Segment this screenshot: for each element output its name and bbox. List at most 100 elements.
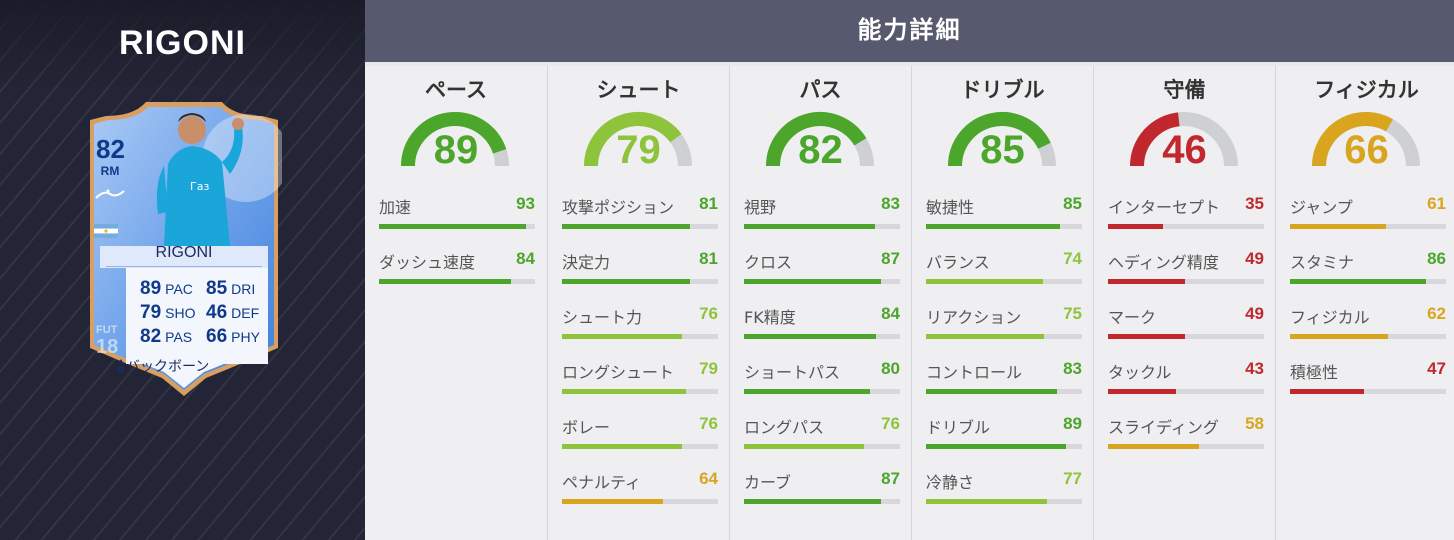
gauge-fill bbox=[584, 112, 682, 167]
stat-label: ドリブル bbox=[926, 418, 991, 437]
stat-label: ショートパス bbox=[744, 363, 841, 382]
stat-row: 加速 93 bbox=[379, 194, 535, 246]
stat-value: 79 bbox=[699, 359, 718, 378]
stat-bar-track bbox=[562, 444, 718, 449]
stat-label: インターセプト bbox=[1108, 198, 1221, 217]
stat-bar-fill bbox=[926, 334, 1045, 339]
stat-label: クロス bbox=[744, 253, 793, 272]
category-value: 66 bbox=[1344, 128, 1389, 172]
club-badge-icon bbox=[95, 189, 125, 199]
stat-label: FK精度 bbox=[744, 308, 796, 327]
stat-value: 64 bbox=[699, 469, 718, 488]
category-title: パス bbox=[799, 78, 842, 102]
stat-bar-fill bbox=[926, 499, 1048, 504]
stat-row: バランス 74 bbox=[926, 249, 1082, 301]
stat-value: 76 bbox=[699, 414, 718, 433]
stat-value: 93 bbox=[516, 194, 535, 213]
stat-row: マーク 49 bbox=[1108, 304, 1264, 356]
stat-bar-track bbox=[744, 279, 900, 284]
stat-label: マーク bbox=[1108, 308, 1157, 327]
stat-row: ジャンプ 61 bbox=[1290, 194, 1446, 246]
chemistry-style-icon bbox=[117, 359, 125, 373]
stat-label: 冷静さ bbox=[926, 473, 975, 492]
fut-year: 18 bbox=[96, 336, 119, 358]
stat-label: カーブ bbox=[744, 473, 792, 492]
stat-bar-track bbox=[926, 224, 1082, 229]
stat-row: シュート力 76 bbox=[562, 304, 718, 356]
stat-value: 83 bbox=[881, 194, 900, 213]
category-column: 守備 46 インターセプト 35 ヘディング精度 49 マーク 49 タックル 43 スライディング… bbox=[1093, 66, 1275, 540]
stat-value: 81 bbox=[699, 249, 718, 268]
category-gauge bbox=[948, 112, 1056, 167]
stat-value: 84 bbox=[881, 304, 900, 323]
gauge-fill bbox=[766, 112, 867, 167]
card-position: RM bbox=[100, 164, 120, 178]
stat-row: カーブ 87 bbox=[744, 469, 900, 521]
stat-bar-fill bbox=[744, 444, 864, 449]
stat-bar-fill bbox=[926, 224, 1060, 229]
stat-value: 74 bbox=[1063, 249, 1082, 268]
stat-bar-fill bbox=[744, 499, 882, 504]
stat-bar-track bbox=[1108, 334, 1264, 339]
stat-value: 87 bbox=[881, 469, 900, 488]
stat-bar-track bbox=[744, 334, 900, 339]
category-value: 85 bbox=[980, 128, 1025, 172]
category-gauge bbox=[1130, 112, 1238, 167]
stat-bar-fill bbox=[379, 224, 526, 229]
category-gauge bbox=[401, 112, 509, 167]
stat-bar-track bbox=[562, 224, 718, 229]
stat-value: 85 bbox=[1063, 194, 1082, 213]
stat-label: 攻撃ポジション bbox=[562, 198, 675, 217]
category-title: ドリブル bbox=[960, 78, 1045, 102]
category-column: フィジカル 66 ジャンプ 61 スタミナ 86 フィジカル 62 積極性 47 bbox=[1275, 66, 1454, 540]
gauge-fill bbox=[1130, 112, 1180, 167]
stat-value: 61 bbox=[1427, 194, 1446, 213]
stat-bar-track bbox=[379, 224, 535, 229]
stat-row: FK精度 84 bbox=[744, 304, 900, 356]
category-title: ペース bbox=[425, 78, 487, 102]
category-title: フィジカル bbox=[1314, 78, 1419, 102]
stat-bar-track bbox=[1108, 444, 1264, 449]
stat-value: 80 bbox=[881, 359, 900, 378]
stat-label: スライディング bbox=[1108, 418, 1219, 437]
stat-value: 76 bbox=[699, 304, 718, 323]
stat-row: 敏捷性 85 bbox=[926, 194, 1082, 246]
stat-bar-track bbox=[562, 389, 718, 394]
stat-label: 加速 bbox=[379, 198, 412, 217]
stat-row: 攻撃ポジション 81 bbox=[562, 194, 718, 246]
stat-label: バランス bbox=[926, 253, 990, 272]
stat-bar-fill bbox=[926, 444, 1067, 449]
stat-label: スタミナ bbox=[1290, 253, 1355, 272]
stat-bar-track bbox=[744, 444, 900, 449]
stat-bar-fill bbox=[1108, 334, 1186, 339]
stat-row: ショートパス 80 bbox=[744, 359, 900, 411]
card-rating: 82 bbox=[96, 134, 125, 164]
gauge-fill bbox=[948, 112, 1051, 167]
stat-bar-track bbox=[1108, 389, 1264, 394]
stat-value: 76 bbox=[881, 414, 900, 433]
stat-bar-track bbox=[562, 279, 718, 284]
card-stat-pas: 82 PAS bbox=[140, 326, 193, 347]
player-card[interactable]: 82 RM Газ RIGONI 89 PAC 85 DRI bbox=[86, 98, 282, 400]
gauge-fill bbox=[1312, 112, 1393, 167]
stat-value: 84 bbox=[516, 249, 535, 268]
stat-bar-track bbox=[562, 334, 718, 339]
stat-value: 86 bbox=[1427, 249, 1446, 268]
stat-bar-track bbox=[562, 499, 718, 504]
stat-bar-fill bbox=[562, 444, 682, 449]
stat-bar-fill bbox=[744, 389, 871, 394]
stat-row: コントロール 83 bbox=[926, 359, 1082, 411]
stat-label: 視野 bbox=[744, 198, 777, 217]
stat-bar-track bbox=[1290, 224, 1446, 229]
stat-bar-fill bbox=[562, 499, 663, 504]
stat-row: フィジカル 62 bbox=[1290, 304, 1446, 356]
stat-value: 75 bbox=[1063, 304, 1082, 323]
stat-bar-fill bbox=[1108, 279, 1186, 284]
stat-label: ペナルティ bbox=[562, 473, 642, 492]
stat-value: 81 bbox=[699, 194, 718, 213]
stat-value: 47 bbox=[1427, 359, 1446, 378]
stat-bar-fill bbox=[562, 279, 690, 284]
stat-bar-fill bbox=[1108, 224, 1164, 229]
stat-label: シュート力 bbox=[562, 308, 643, 327]
category-gauge bbox=[584, 112, 692, 167]
